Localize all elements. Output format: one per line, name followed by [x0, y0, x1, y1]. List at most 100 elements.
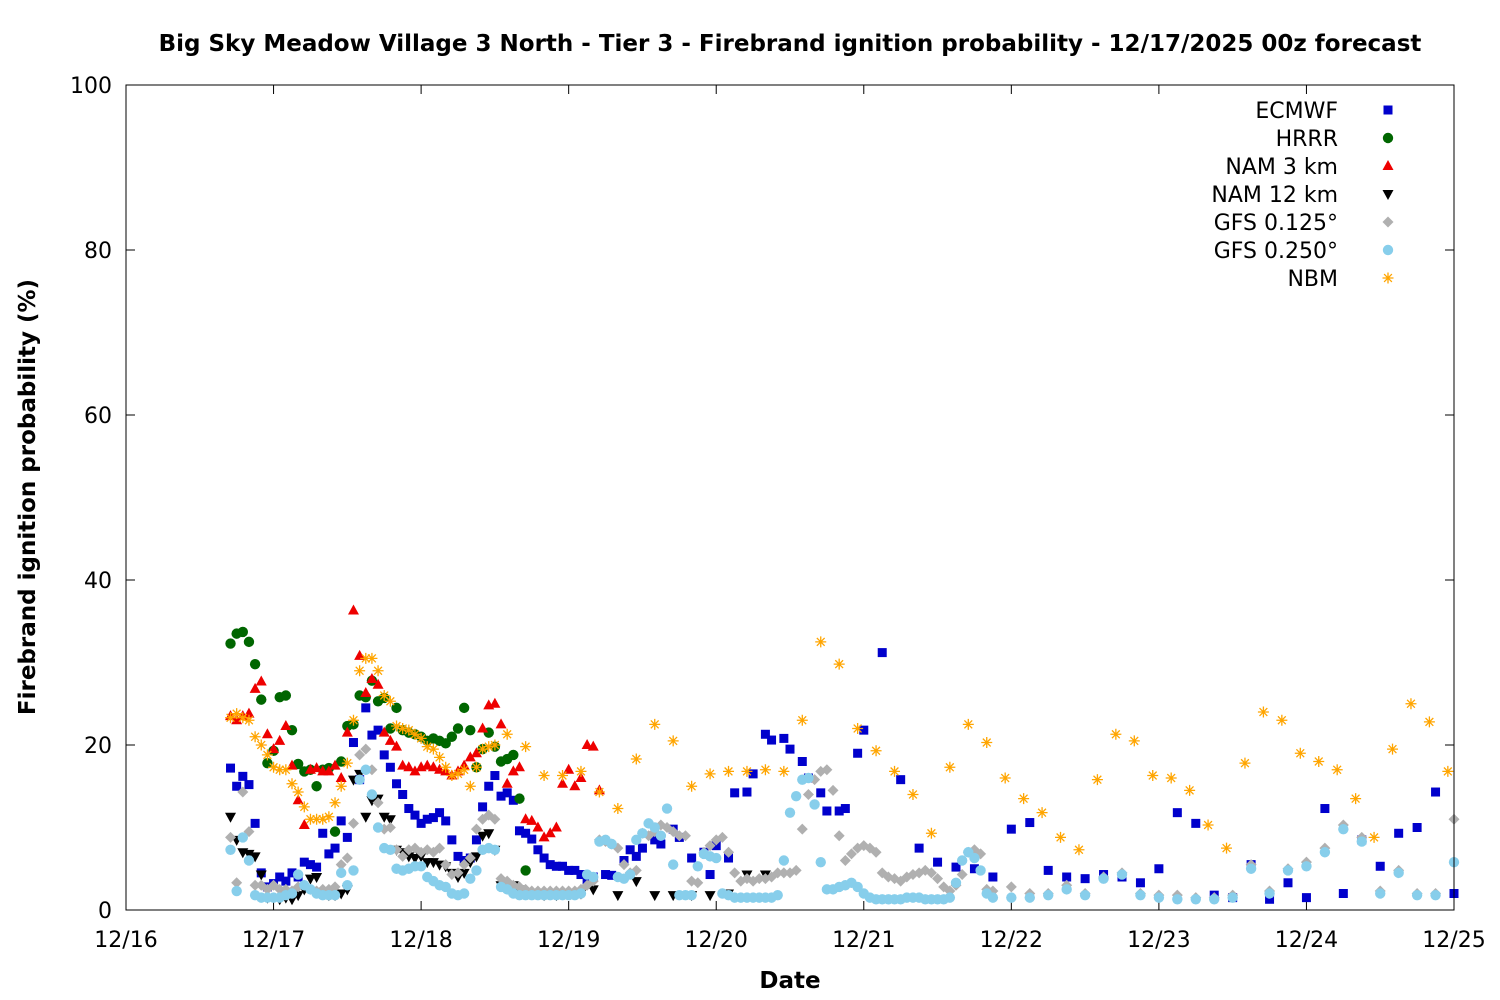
data-point [1282, 865, 1294, 876]
data-point [563, 763, 575, 774]
data-point [581, 739, 593, 749]
data-point [335, 859, 347, 871]
data-point [244, 780, 254, 790]
x-axis-label: Date [759, 968, 820, 994]
data-point [1313, 756, 1325, 767]
data-point [612, 803, 624, 815]
data-point [656, 839, 666, 849]
data-point [956, 869, 968, 881]
x-tick-label: 12/24 [1275, 928, 1338, 953]
data-point [1154, 864, 1164, 874]
data-point [347, 714, 359, 726]
data-point [729, 867, 741, 879]
data-point [520, 865, 531, 876]
data-point [1110, 728, 1122, 740]
data-point [470, 852, 482, 863]
data-point [422, 814, 432, 824]
x-tick-label: 12/21 [832, 928, 895, 953]
data-point [249, 658, 261, 670]
legend-marker [1383, 105, 1393, 115]
data-point [796, 823, 808, 835]
data-point [261, 749, 273, 761]
chart-title: Big Sky Meadow Village 3 North - Tier 3 … [159, 31, 1422, 57]
data-point [336, 816, 346, 826]
legend-label: ECMWF [1255, 99, 1338, 124]
data-point [1018, 793, 1030, 805]
data-point [575, 888, 587, 899]
data-point [748, 769, 758, 779]
data-point [1043, 865, 1053, 875]
data-point [730, 788, 740, 798]
data-point [1098, 873, 1109, 884]
data-point [513, 761, 525, 772]
data-point [415, 732, 427, 744]
data-point [1283, 878, 1293, 888]
data-point [1245, 863, 1257, 874]
data-point [784, 807, 796, 818]
data-point [1005, 881, 1017, 893]
data-point [372, 797, 384, 809]
data-point [464, 780, 476, 792]
x-tick-label: 12/22 [980, 928, 1043, 953]
data-point [465, 873, 476, 884]
data-point [489, 739, 501, 751]
data-point [447, 835, 457, 845]
data-point [790, 864, 802, 876]
data-point [452, 768, 464, 780]
x-tick-label: 12/20 [685, 928, 748, 953]
data-point [255, 870, 267, 881]
data-point [458, 888, 470, 899]
data-point [760, 729, 770, 739]
data-point [237, 712, 249, 724]
data-point [232, 781, 242, 791]
data-point [435, 808, 445, 818]
data-point [833, 830, 845, 842]
y-tick-label: 60 [84, 404, 112, 429]
data-point [859, 725, 869, 735]
data-point [925, 867, 937, 879]
data-point [1442, 765, 1454, 777]
data-point [250, 818, 260, 828]
y-tick-label: 100 [70, 74, 112, 99]
data-point [999, 772, 1011, 784]
axis-ticks: 12/16 12/17 12/18 12/19 12/20 12/21 12/22 12/23… [70, 74, 1486, 953]
data-point [631, 851, 641, 861]
data-point [840, 804, 850, 814]
data-point [852, 881, 863, 893]
y-tick-label: 40 [84, 569, 112, 594]
data-point [822, 806, 832, 816]
data-point [827, 784, 839, 796]
data-point [501, 777, 513, 788]
data-point [1431, 787, 1441, 797]
data-point [557, 777, 569, 788]
data-point [329, 881, 341, 893]
data-point [1080, 874, 1090, 884]
data-point [243, 636, 255, 648]
data-point [834, 806, 844, 816]
data-point [305, 860, 315, 870]
data-point [631, 834, 642, 846]
data-point [268, 761, 280, 773]
data-point [262, 757, 273, 769]
data-point [287, 868, 297, 878]
data-point [329, 889, 341, 901]
data-point [704, 840, 716, 852]
data-point [477, 743, 489, 755]
data-point [538, 831, 550, 842]
x-tick-label: 12/19 [537, 928, 600, 953]
data-point [1024, 892, 1035, 903]
data-point [1265, 894, 1275, 904]
data-point [796, 714, 808, 726]
data-point [243, 855, 255, 866]
data-point [870, 846, 882, 858]
legend-label: GFS 0.125° [1214, 211, 1338, 236]
data-point [335, 780, 347, 792]
data-point [496, 791, 506, 801]
data-point [286, 778, 298, 790]
data-point [607, 870, 617, 880]
data-point [225, 844, 236, 855]
data-point [440, 738, 451, 749]
data-point [255, 675, 267, 686]
data-point [341, 757, 353, 769]
data-point [1147, 770, 1159, 782]
